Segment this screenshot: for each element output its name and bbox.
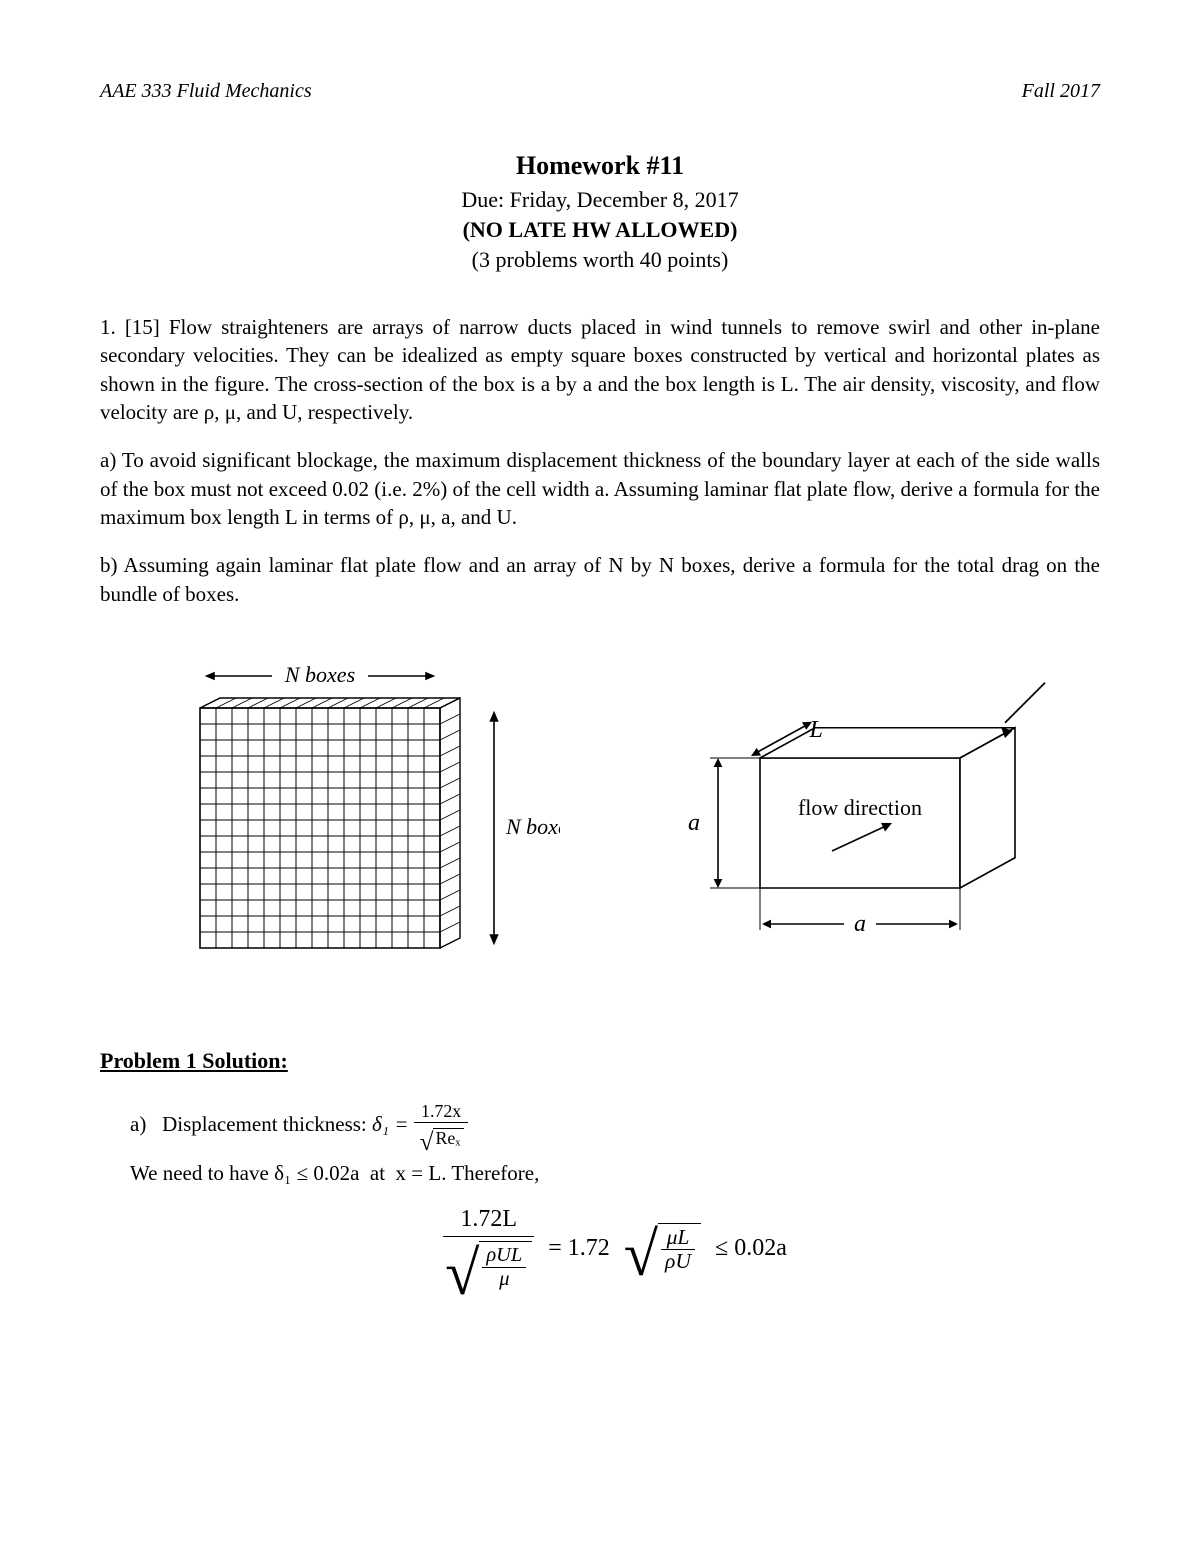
svg-text:flow direction: flow direction [798,795,922,820]
svg-text:a: a [688,810,700,836]
figure-box: flow direction a a L [640,658,1060,978]
eq-lhs-den-den: μ [482,1268,526,1290]
solution-heading: Problem 1 Solution: [100,1048,1100,1074]
sol-a-prefix: a) Displacement thickness: [130,1112,372,1136]
title-block: Homework #11 Due: Friday, December 8, 20… [100,151,1100,273]
delta1-den: Reₓ [414,1123,469,1150]
hw-nolate: (NO LATE HW ALLOWED) [100,217,1100,243]
figure-grid: N boxes N boxes [140,638,560,998]
eq-lhs-den: √ ρUL μ [443,1237,534,1295]
eq-lhs-den-num: ρUL [482,1244,526,1267]
eq-rhs-den: ρU [661,1250,695,1274]
problem1-part-a: a) To avoid significant blockage, the ma… [100,446,1100,531]
solution-line-a: a) Displacement thickness: δ₁ = 1.72x Re… [130,1102,1100,1150]
delta1-num: 1.72x [414,1102,469,1123]
solution-eq: 1.72L √ ρUL μ = 1.72 √ μL ρU ≤ 0.02a [130,1202,1100,1295]
hw-due: Due: Friday, December 8, 2017 [100,187,1100,213]
svg-text:N boxes: N boxes [284,662,355,687]
eq-lhs: 1.72L √ ρUL μ [443,1202,534,1295]
header-right: Fall 2017 [1022,80,1100,103]
eq-mid: = 1.72 [548,1235,610,1261]
page-header: AAE 333 Fluid Mechanics Fall 2017 [100,80,1100,103]
delta1-lhs: δ₁ = [372,1112,408,1136]
figure-row: N boxes N boxes flow direction a a L [100,638,1100,998]
eq-lhs-num: 1.72L [443,1202,534,1237]
eq-rhs-sqrt: √ μL ρU [624,1223,701,1275]
svg-text:a: a [854,911,866,937]
problem1-intro: 1. [15] Flow straighteners are arrays of… [100,313,1100,426]
svg-text:L: L [809,717,823,743]
delta1-den-sqrt: Reₓ [433,1128,464,1149]
header-left: AAE 333 Fluid Mechanics [100,80,312,103]
hw-points: (3 problems worth 40 points) [100,247,1100,273]
eq-rhs-num: μL [661,1226,695,1251]
delta1-frac: 1.72x Reₓ [414,1102,469,1150]
page: AAE 333 Fluid Mechanics Fall 2017 Homewo… [0,0,1200,1553]
hw-title: Homework #11 [100,151,1100,181]
solution-body: a) Displacement thickness: δ₁ = 1.72x Re… [100,1102,1100,1295]
problem1-part-b: b) Assuming again laminar flat plate flo… [100,551,1100,608]
eq-tail: ≤ 0.02a [715,1235,787,1261]
svg-text:N boxes: N boxes [505,814,560,839]
solution-line-need: We need to have δ₁ ≤ 0.02a at x = L. The… [130,1158,1100,1190]
